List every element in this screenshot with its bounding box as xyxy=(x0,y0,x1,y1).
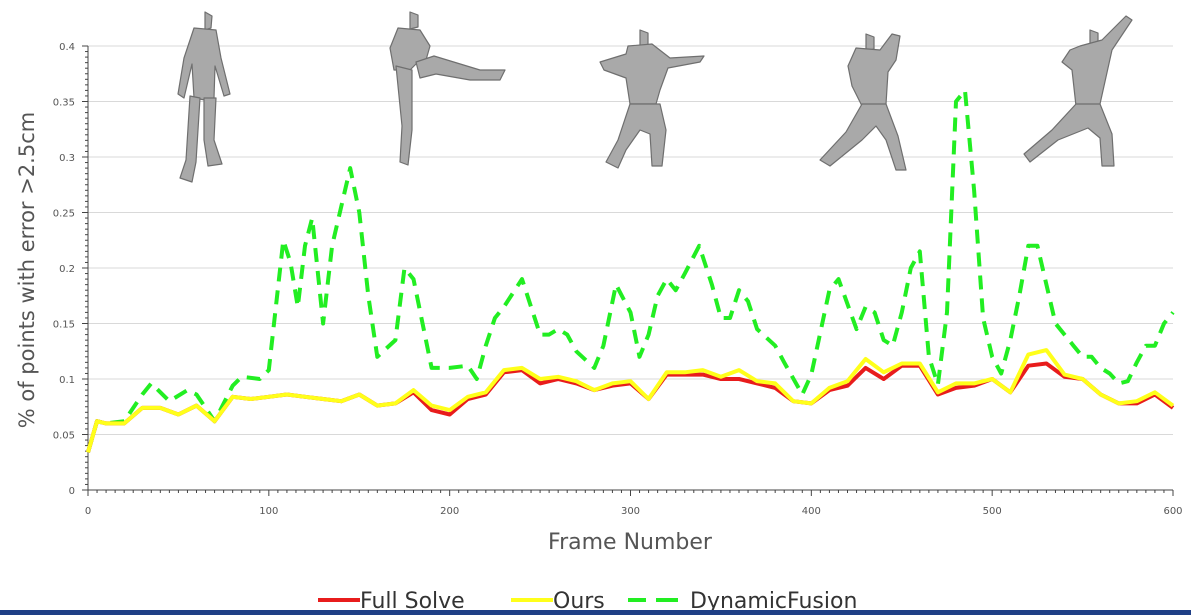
y-tick-label: 0.4 xyxy=(59,42,75,53)
y-tick-label: 0.05 xyxy=(53,431,75,442)
x-tick-label: 200 xyxy=(440,506,459,517)
legend-label: Full Solve xyxy=(360,589,465,614)
pose-figure xyxy=(1023,15,1133,167)
pose-figure xyxy=(389,11,506,166)
pose-figure-part xyxy=(409,11,419,30)
axes: 0 0.05 0.1 0.15 0.2 0.25 0.3 0.35 0.4 0 100 200 300 4… xyxy=(53,42,1183,517)
pose-figure-part xyxy=(847,33,901,107)
series-line xyxy=(86,348,1175,453)
y-tick-label: 0.35 xyxy=(53,98,75,109)
legend-label: Ours xyxy=(553,589,605,614)
pose-figure-part xyxy=(204,11,213,31)
y-tick-label: 0.25 xyxy=(53,209,75,220)
pose-figure-part xyxy=(819,103,907,171)
pose-figure-part xyxy=(415,55,506,81)
x-tick-label: 100 xyxy=(259,506,278,517)
pose-figure xyxy=(599,29,705,169)
y-tick-label: 0 xyxy=(69,486,75,497)
x-tick-label: 300 xyxy=(621,506,640,517)
y-tick-label: 0.3 xyxy=(59,153,75,164)
grid-lines xyxy=(88,45,1173,435)
bottom-accent-bar xyxy=(0,610,1191,615)
pose-figure xyxy=(177,11,231,183)
series-line xyxy=(86,88,1175,453)
x-tick-label: 0 xyxy=(85,506,91,517)
y-tick-label: 0.1 xyxy=(59,375,75,386)
pose-figure-part xyxy=(1023,103,1115,167)
series-lines xyxy=(86,88,1175,453)
pose-figures xyxy=(177,11,1133,183)
y-axis-label: % of points with error >2.5cm xyxy=(15,112,39,428)
pose-figure-part xyxy=(203,97,223,167)
legend: Full Solve Ours DynamicFusion xyxy=(318,589,857,614)
x-axis-label: Frame Number xyxy=(548,530,713,555)
pose-figure-part xyxy=(179,95,201,183)
pose-figure-part xyxy=(177,27,231,101)
y-tick-label: 0.15 xyxy=(53,320,75,331)
pose-figure-part xyxy=(599,43,705,105)
legend-label: DynamicFusion xyxy=(690,589,857,614)
x-tick-label: 400 xyxy=(802,506,821,517)
x-tick-label: 600 xyxy=(1163,506,1182,517)
pose-figure xyxy=(819,33,907,171)
y-tick-label: 0.2 xyxy=(59,264,75,275)
pose-figure-part xyxy=(395,65,413,166)
x-tick-label: 500 xyxy=(983,506,1002,517)
pose-figure-part xyxy=(605,103,667,169)
pose-figure-part xyxy=(1061,15,1133,107)
